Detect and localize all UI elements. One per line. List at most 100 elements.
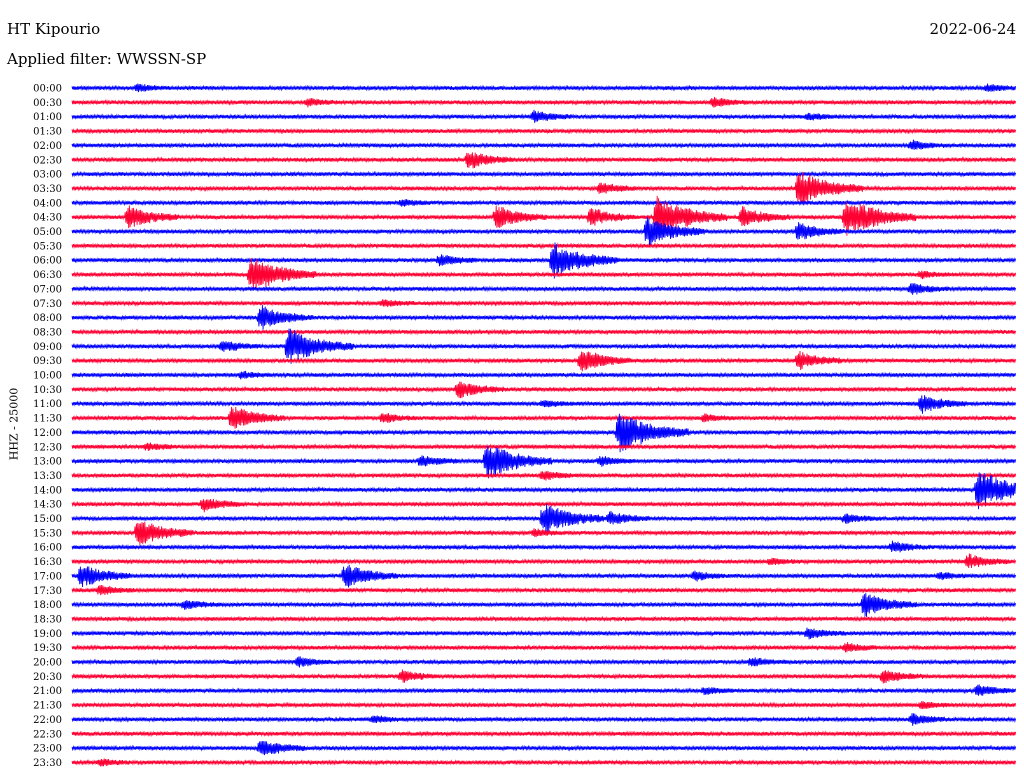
trace-0300 [71,170,1017,178]
trace-0000 [71,83,1017,93]
row-time-label: 07:30 [33,299,62,310]
trace-0800 [71,305,1017,330]
trace-0330 [71,171,1017,204]
row-time-label: 16:00 [33,543,62,554]
row-time-label: 12:30 [33,442,62,453]
trace-0500 [71,216,1017,247]
trace-0100 [71,109,1017,123]
row-time-label: 15:30 [33,528,62,539]
row-time-label: 13:00 [33,457,62,468]
row-time-label: 22:30 [33,729,62,740]
trace-1900 [71,627,1017,640]
trace-2230 [71,730,1017,738]
trace-0130 [71,127,1017,135]
row-time-label: 21:00 [33,686,62,697]
trace-0630 [71,257,1017,291]
trace-1800 [71,593,1017,617]
row-time-label: 00:30 [33,98,62,109]
row-time-label: 17:00 [33,571,62,582]
row-time-label: 10:30 [33,385,62,396]
station-name: HT Kipourio [7,20,101,38]
row-time-label: 01:30 [33,127,62,138]
trace-0930 [71,350,1017,372]
row-time-label: 13:30 [33,471,62,482]
row-time-label: 20:00 [33,658,62,669]
row-time-label: 03:00 [33,170,62,181]
trace-1130 [71,406,1017,429]
row-time-label: 09:00 [33,342,62,353]
row-time-label: 14:00 [33,485,62,496]
trace-0400 [71,199,1017,207]
trace-0600 [71,242,1017,279]
row-time-label: 19:00 [33,629,62,640]
row-time-label: 12:00 [33,428,62,439]
trace-1930 [71,642,1017,653]
trace-0830 [71,328,1017,336]
trace-0230 [71,152,1017,169]
row-time-label: 05:30 [33,241,62,252]
trace-2200 [71,713,1017,726]
date-label: 2022-06-24 [929,20,1016,38]
trace-0700 [71,283,1017,295]
trace-2000 [71,656,1017,668]
row-time-label: 05:00 [33,227,62,238]
row-time-label: 07:00 [33,284,62,295]
trace-1330 [71,470,1017,481]
trace-1600 [71,540,1017,553]
trace-1000 [71,370,1017,380]
row-time-label: 03:30 [33,184,62,195]
trace-1630 [71,553,1017,569]
row-time-label: 18:00 [33,600,62,611]
row-time-label: 06:00 [33,256,62,267]
row-time-label: 08:00 [33,313,62,324]
trace-1830 [71,615,1017,623]
row-time-label: 22:00 [33,715,62,726]
row-time-label: 09:30 [33,356,62,367]
row-time-label: 14:30 [33,500,62,511]
row-time-label: 18:30 [33,614,62,625]
row-time-label: 15:00 [33,514,62,525]
row-time-label: 06:30 [33,270,62,281]
trace-0900 [71,328,1017,364]
row-time-label: 11:30 [33,414,62,425]
trace-0430 [71,195,1017,237]
row-time-label: 16:30 [33,557,62,568]
trace-1400 [71,472,1017,510]
trace-1700 [71,564,1017,588]
row-time-label: 11:00 [33,399,62,410]
trace-2100 [71,684,1017,696]
trace-1730 [71,585,1017,596]
trace-0730 [71,299,1017,308]
trace-1030 [71,381,1017,399]
trace-0530 [71,242,1017,250]
row-time-label: 08:30 [33,327,62,338]
row-time-label: 23:00 [33,744,62,755]
row-time-label: 02:00 [33,141,62,152]
trace-2030 [71,669,1017,684]
trace-0200 [71,139,1017,150]
row-time-label: 01:00 [33,112,62,123]
trace-2330 [71,758,1017,767]
trace-1200 [71,413,1017,453]
trace-1500 [71,504,1017,533]
row-time-label: 19:30 [33,643,62,654]
row-time-label: 10:00 [33,371,62,382]
trace-2130 [71,701,1017,710]
row-time-label: 17:30 [33,586,62,597]
trace-0030 [71,96,1017,108]
row-time-label: 04:30 [33,213,62,224]
trace-1430 [71,498,1017,513]
trace-2300 [71,740,1017,756]
filter-label: Applied filter: WWSSN-SP [7,50,207,68]
trace-1300 [71,445,1017,479]
row-time-label: 00:00 [33,84,62,95]
row-time-label: 04:00 [33,198,62,209]
trace-1100 [71,395,1017,414]
row-time-label: 20:30 [33,672,62,683]
row-time-label: 02:30 [33,155,62,166]
row-time-label: 23:30 [33,758,62,769]
trace-1230 [71,442,1017,452]
row-time-label: 21:30 [33,701,62,712]
trace-1530 [71,521,1017,545]
